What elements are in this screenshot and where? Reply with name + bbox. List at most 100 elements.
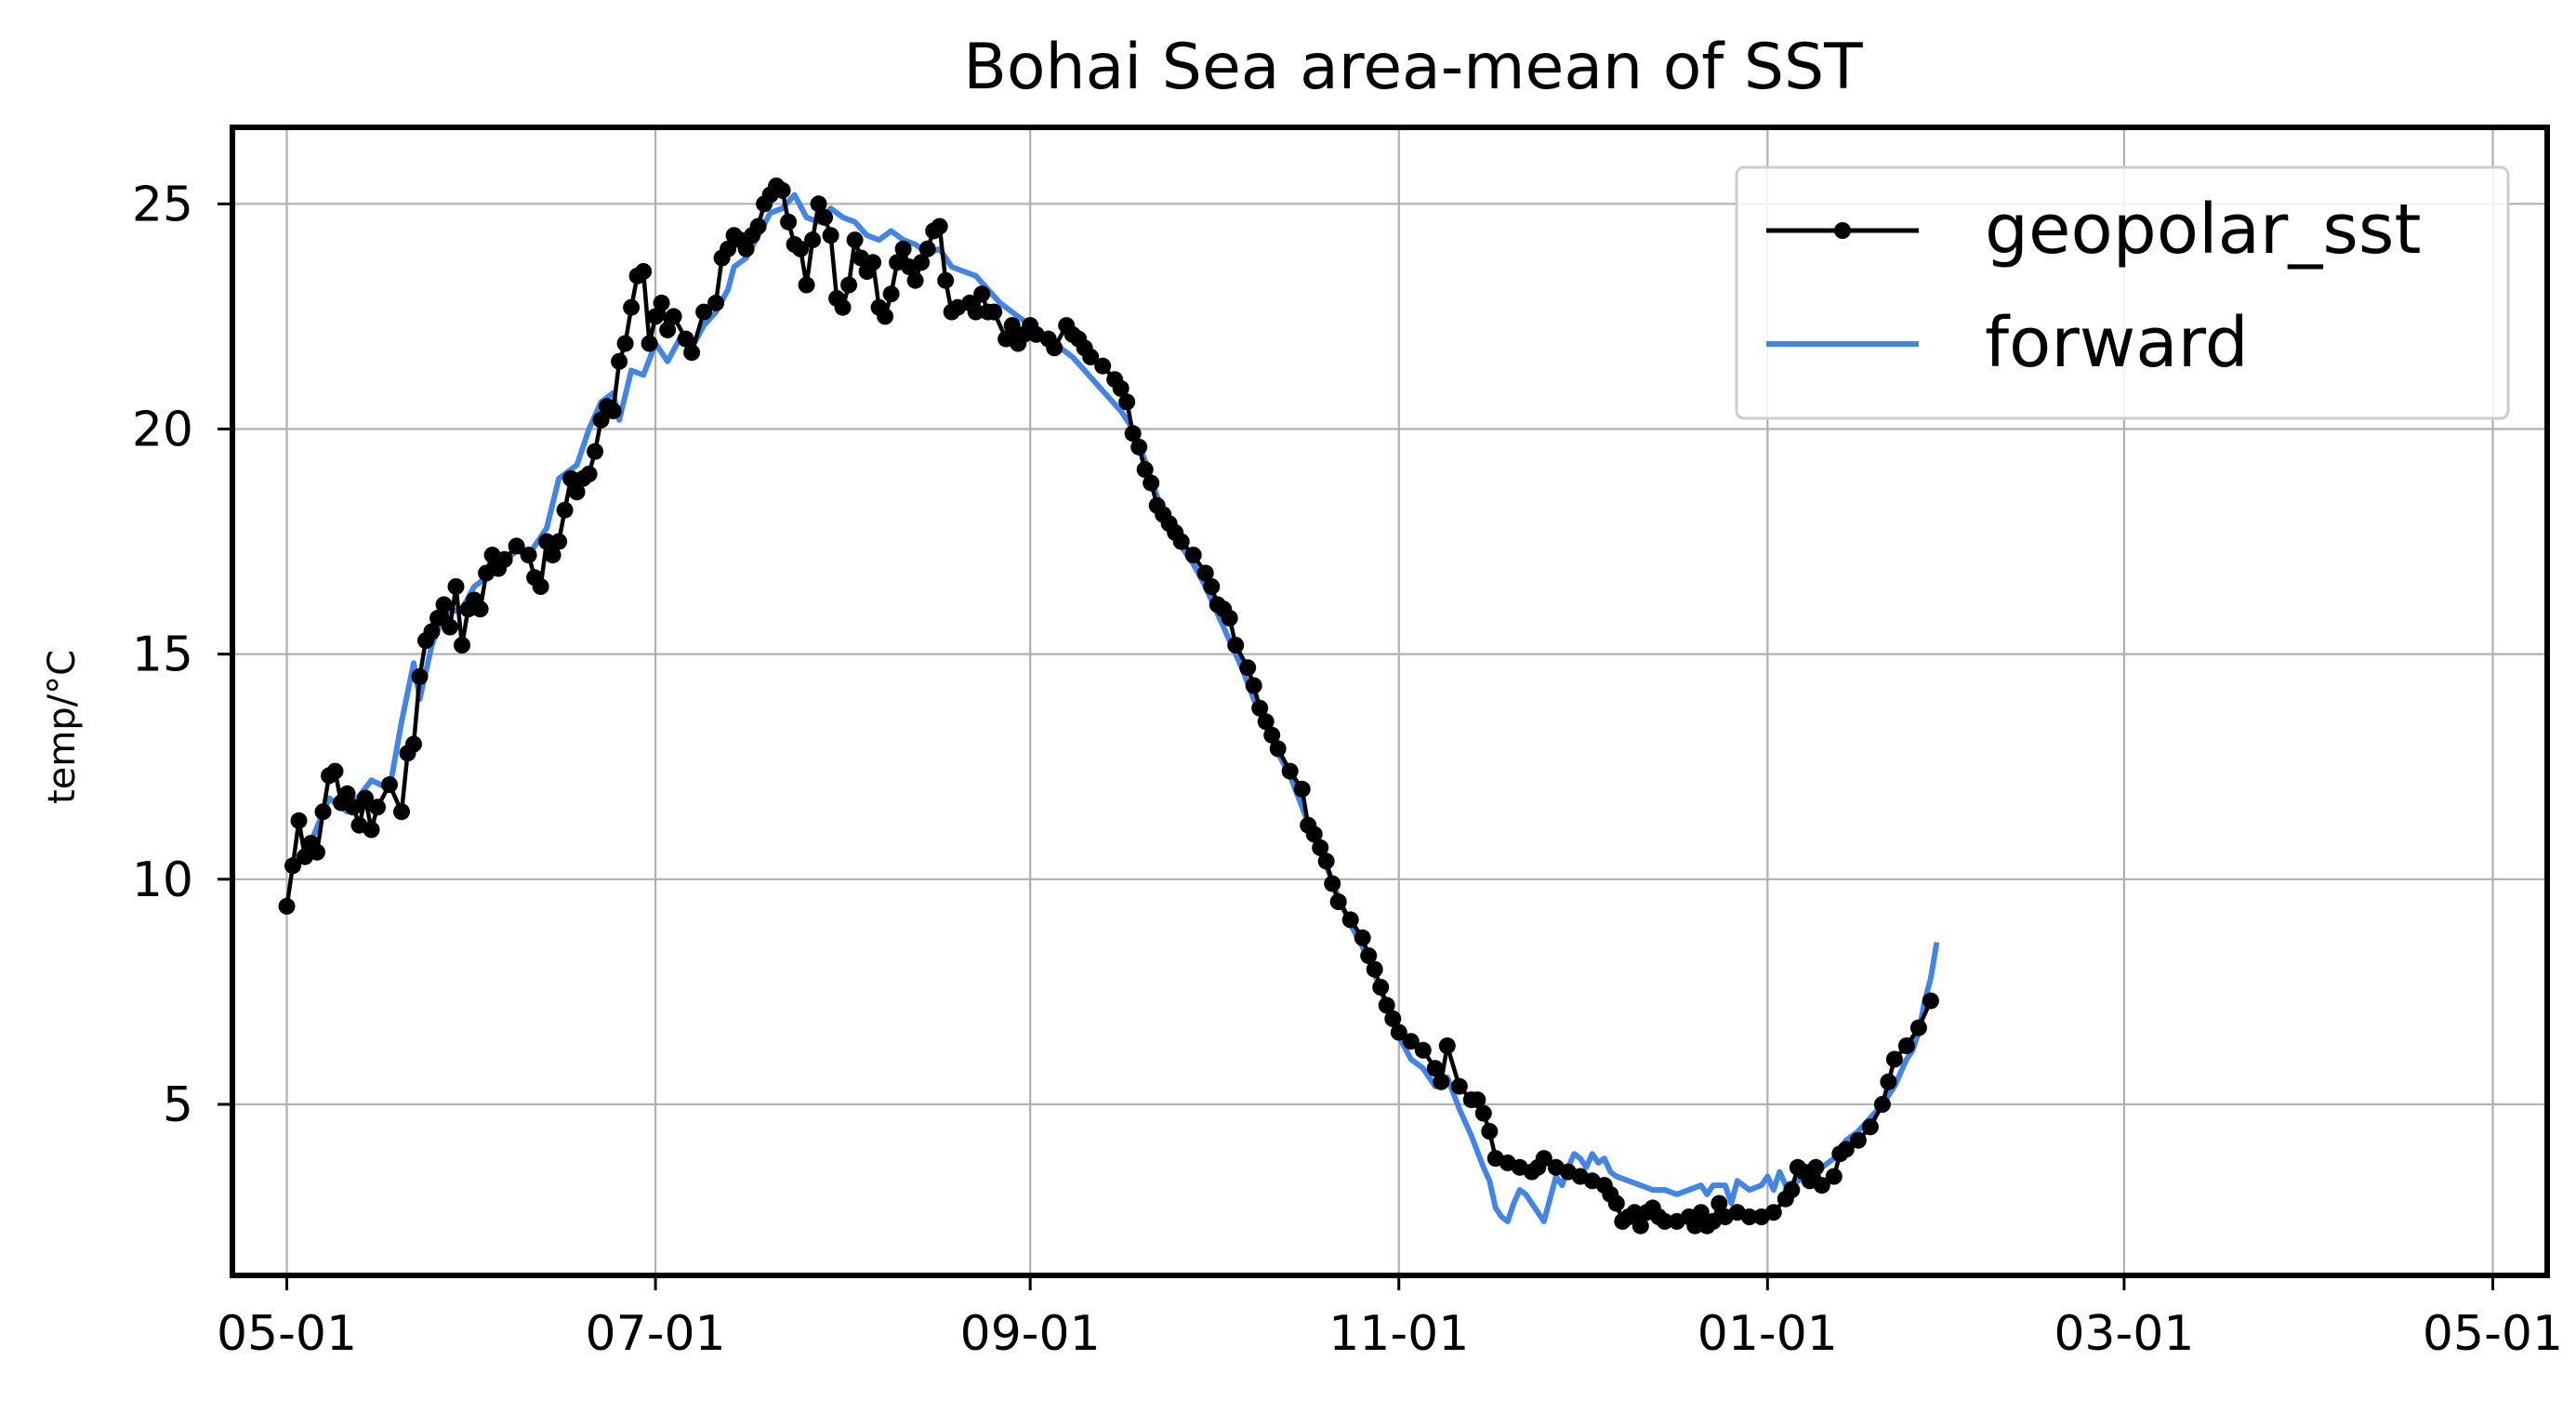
data-point-geopolar-sst	[1263, 726, 1281, 744]
data-point-geopolar-sst	[1227, 637, 1245, 654]
legend: geopolar_sst forward	[1735, 165, 2510, 420]
data-point-geopolar-sst	[284, 857, 301, 875]
data-point-geopolar-sst	[1433, 1073, 1450, 1090]
data-point-geopolar-sst	[810, 195, 827, 213]
data-point-geopolar-sst	[532, 578, 549, 595]
data-point-geopolar-sst	[1438, 1037, 1456, 1054]
data-point-geopolar-sst	[865, 254, 882, 271]
data-point-geopolar-sst	[1046, 339, 1063, 357]
data-point-geopolar-sst	[544, 547, 561, 564]
y-tick-label: 20	[132, 402, 193, 457]
data-point-geopolar-sst	[882, 285, 900, 303]
x-tick-label: 11-01	[1328, 1306, 1469, 1362]
data-point-geopolar-sst	[429, 609, 446, 627]
data-point-geopolar-sst	[278, 897, 296, 915]
data-point-geopolar-sst	[1450, 1077, 1468, 1095]
data-point-geopolar-sst	[877, 308, 894, 325]
data-point-geopolar-sst	[798, 276, 815, 294]
data-point-geopolar-sst	[314, 803, 332, 821]
data-point-geopolar-sst	[665, 308, 682, 325]
data-point-geopolar-sst	[1880, 1073, 1897, 1090]
data-point-geopolar-sst	[683, 344, 701, 362]
data-point-geopolar-sst	[1686, 1217, 1704, 1235]
series-layer	[278, 178, 1940, 1235]
legend-box	[1735, 165, 2510, 420]
data-point-geopolar-sst	[1094, 357, 1112, 375]
x-tick-label: 05-01	[217, 1306, 357, 1362]
data-point-geopolar-sst	[1414, 1041, 1432, 1059]
data-point-geopolar-sst	[1245, 677, 1262, 694]
data-point-geopolar-sst	[1909, 1019, 1927, 1037]
data-point-geopolar-sst	[1003, 317, 1021, 335]
data-point-geopolar-sst	[1293, 780, 1311, 798]
data-point-geopolar-sst	[1426, 1060, 1444, 1077]
data-point-geopolar-sst	[641, 335, 658, 352]
data-point-geopolar-sst	[1196, 564, 1214, 582]
data-point-geopolar-sst	[1257, 713, 1275, 731]
data-point-geopolar-sst	[1239, 659, 1257, 677]
data-point-geopolar-sst	[442, 618, 458, 636]
data-point-geopolar-sst	[1861, 1118, 1879, 1136]
data-point-geopolar-sst	[780, 213, 798, 231]
data-point-geopolar-sst	[423, 623, 441, 640]
data-point-geopolar-sst	[1317, 852, 1335, 870]
data-point-geopolar-sst	[556, 501, 574, 519]
data-point-geopolar-sst	[804, 231, 822, 249]
data-point-geopolar-sst	[1305, 825, 1323, 843]
data-point-geopolar-sst	[592, 411, 610, 429]
data-point-geopolar-sst	[363, 821, 380, 839]
data-point-geopolar-sst	[1711, 1195, 1728, 1212]
data-point-geopolar-sst	[1136, 461, 1154, 479]
data-point-geopolar-sst	[1130, 438, 1148, 456]
data-point-geopolar-sst	[1535, 1150, 1552, 1168]
data-point-geopolar-sst	[1783, 1182, 1801, 1198]
data-point-geopolar-sst	[309, 843, 325, 861]
data-point-geopolar-sst	[1329, 893, 1347, 910]
data-point-geopolar-sst	[840, 276, 858, 294]
data-point-geopolar-sst	[1626, 1204, 1644, 1222]
chart-title: Bohai Sea area-mean of SST	[963, 31, 1863, 104]
data-point-geopolar-sst	[411, 667, 429, 685]
x-tick-label: 09-01	[960, 1306, 1101, 1362]
data-point-geopolar-sst	[816, 208, 834, 226]
data-point-geopolar-sst	[918, 240, 936, 258]
data-point-geopolar-sst	[447, 578, 465, 595]
data-point-geopolar-sst	[1656, 1212, 1673, 1230]
data-point-geopolar-sst	[508, 537, 525, 555]
data-point-geopolar-sst	[562, 469, 580, 487]
data-point-geopolar-sst	[1118, 393, 1136, 411]
data-point-geopolar-sst	[659, 321, 677, 338]
data-point-geopolar-sst	[623, 298, 641, 316]
data-point-geopolar-sst	[985, 303, 1003, 321]
y-tick-label: 10	[132, 852, 193, 908]
data-point-geopolar-sst	[707, 294, 725, 311]
data-point-geopolar-sst	[973, 285, 991, 303]
data-point-geopolar-sst	[495, 550, 513, 568]
data-point-geopolar-sst	[1366, 960, 1383, 978]
data-point-geopolar-sst	[1390, 1023, 1407, 1041]
data-point-geopolar-sst	[1269, 740, 1287, 758]
data-point-geopolar-sst	[1922, 992, 1939, 1010]
data-point-geopolar-sst	[1143, 474, 1160, 492]
data-point-geopolar-sst	[1324, 875, 1341, 892]
data-point-geopolar-sst	[1203, 578, 1221, 595]
data-point-geopolar-sst	[1402, 1033, 1420, 1050]
data-point-geopolar-sst	[737, 240, 755, 258]
data-point-geopolar-sst	[1354, 929, 1371, 946]
data-point-geopolar-sst	[1849, 1131, 1867, 1149]
data-point-geopolar-sst	[345, 799, 362, 816]
data-point-geopolar-sst	[1251, 699, 1269, 717]
data-point-geopolar-sst	[405, 735, 422, 753]
data-point-geopolar-sst	[1281, 762, 1299, 780]
series-line-geopolar-sst	[284, 183, 1933, 1228]
data-point-geopolar-sst	[647, 308, 665, 325]
data-point-geopolar-sst	[454, 637, 470, 654]
data-point-geopolar-sst	[520, 547, 537, 564]
data-point-geopolar-sst	[1312, 839, 1329, 856]
data-point-geopolar-sst	[937, 271, 955, 289]
data-point-geopolar-sst	[822, 227, 839, 244]
data-point-geopolar-sst	[1885, 1050, 1903, 1068]
data-point-geopolar-sst	[1360, 947, 1378, 965]
data-point-geopolar-sst	[1341, 911, 1359, 929]
